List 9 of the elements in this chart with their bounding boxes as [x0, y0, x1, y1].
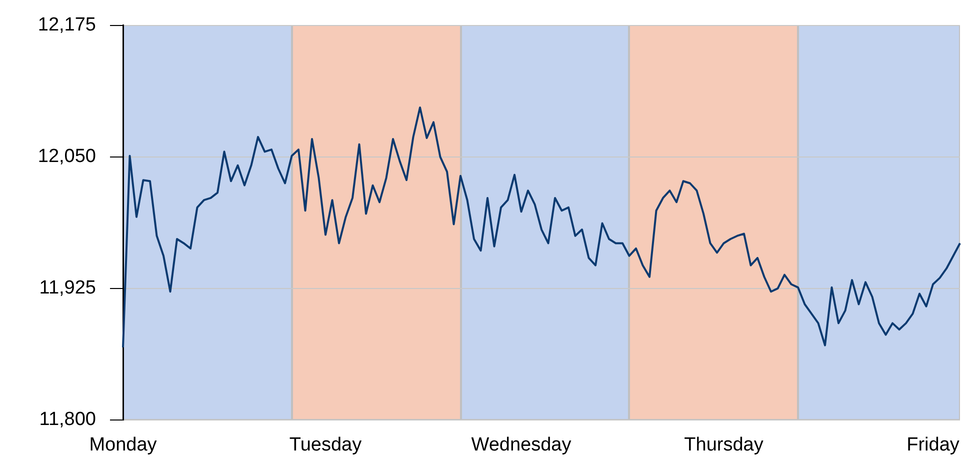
x-tick-label: Tuesday: [289, 434, 362, 456]
x-tick-label: Friday: [906, 434, 960, 456]
y-tick-label: 12,175: [38, 14, 96, 36]
x-tick-label: Wednesday: [471, 434, 572, 456]
y-tick-label: 11,800: [39, 409, 96, 430]
x-tick-label: Monday: [89, 434, 158, 456]
x-tick-label: Thursday: [684, 434, 764, 456]
y-tick-label: 11,925: [39, 278, 96, 299]
y-tick-label: 12,050: [38, 146, 96, 168]
